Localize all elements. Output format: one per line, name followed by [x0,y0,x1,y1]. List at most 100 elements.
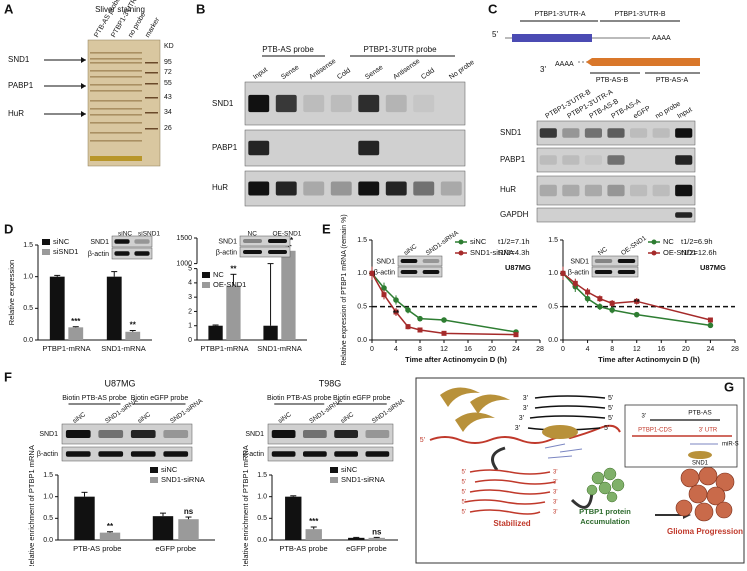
snd1-icon [688,451,712,459]
blot-band [271,451,296,457]
end-label: 5' [608,395,613,402]
gel-band [90,132,142,134]
y-tick-label: 1.5 [43,472,53,479]
marker-band [145,112,158,114]
row-label: HuR [500,185,516,194]
blot [111,235,153,248]
y-tick-label: 5 [188,265,192,272]
blot-band [365,451,390,457]
row-label: SND1 [90,239,109,246]
blot [397,255,443,267]
row-label: SND1 [39,431,58,438]
stabilized-mrna [464,469,556,515]
blot-band [303,451,327,457]
protein-label: PABP1 [8,81,34,90]
bar [125,331,141,340]
x-tick-label: 16 [657,346,665,353]
y-tick-label: 1500 [176,235,192,242]
bar [68,327,84,340]
lane-label: OE-SND1 [273,231,302,238]
group-label: Biotin eGFP probe [333,395,391,402]
legend-label: siNC [161,465,178,474]
lane-label: Sense [280,64,300,81]
blot-band [400,259,418,263]
legend-swatch [150,467,158,473]
arrow-head [81,111,86,117]
legend-label: SND1-siRNA [161,475,205,484]
blot-band [413,94,435,113]
blot [267,446,394,462]
end-label: 3' [523,405,528,412]
panel-g-artwork [415,377,745,564]
gel-band [90,122,142,124]
y-tick-label: 1.5 [357,237,367,244]
group-label: PTB-AS probe [262,45,314,54]
protein-icon [455,412,495,432]
blot-band [330,181,352,196]
legend-swatch [330,467,338,473]
blot-band [98,430,124,438]
end-label: 5' [608,405,613,412]
blot-band [652,128,670,138]
inset-label: 3' UTR [699,428,718,434]
legend-label: OE-SND1 [213,280,246,289]
point [572,280,578,286]
end-label: 3' [515,425,520,432]
inset-label: PTB-AS [688,410,712,417]
blot [397,266,443,278]
inset-label: PTBP1-CDS [638,428,672,434]
point [585,289,591,295]
significance: *** [309,517,319,526]
x-tick-label: 4 [586,346,590,353]
x-tick-label: 12 [633,346,641,353]
bar [74,496,95,540]
blot [244,129,466,167]
end-label: 5' [462,510,466,516]
row-label: PABP1 [500,155,526,164]
marker-band [145,128,158,130]
legend-swatch [202,282,210,288]
blot-band [539,155,557,165]
half-life: t1/2=7.1h [498,237,530,246]
bar [305,529,322,540]
point [417,327,423,333]
panel-letter: D [4,221,13,236]
antisense-region [586,58,700,66]
x-tick-label: eGFP probe [346,544,387,553]
group-label: Biotin PTB-AS probe [267,395,332,402]
marker-band [145,83,158,85]
bar [263,325,278,340]
protein-label: SND1 [8,55,30,64]
row-label: HuR [212,183,228,192]
significance: ** [107,522,114,531]
x-tick-label: PTBP1-mRNA [42,344,90,353]
accumulation-label: PTBP1 protein [579,507,631,516]
x-tick-label: PTB-AS probe [279,544,327,553]
bar [281,250,296,340]
lane-label: siNC [136,411,152,425]
blot-band [539,128,557,138]
stabilized-label: Stabilized [493,519,530,528]
protein-icon [440,387,480,407]
significance: ** [230,264,237,273]
group-label: Biotin eGFP probe [131,395,189,402]
y-tick-label: 1.5 [257,472,267,479]
gel-band [90,140,142,142]
blot-band [130,451,156,457]
row-label: SND1 [218,238,237,245]
end-label: 5' [462,490,466,496]
end-label: 3' [540,65,546,74]
blot-band [562,128,580,138]
bar [99,532,121,540]
lane-label: siSND1 [138,231,160,238]
row-label: β-actin [37,451,58,458]
blot-band [400,270,418,274]
x-tick-label: 0 [370,346,374,353]
significance: ns [372,528,382,537]
x-tick-label: PTBP1-mRNA [200,344,248,353]
cell-line: U87MG [700,263,726,272]
blot [61,446,193,462]
end-label: 3' [519,415,524,422]
row-label: PABP1 [212,143,238,152]
blot [239,235,291,247]
